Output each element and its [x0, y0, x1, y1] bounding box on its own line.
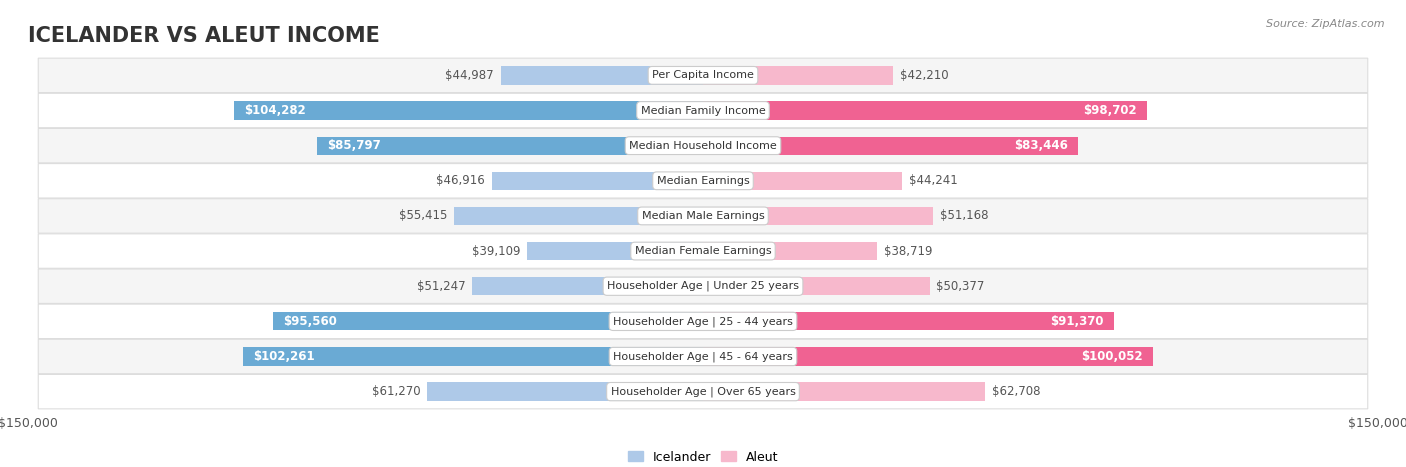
FancyBboxPatch shape — [38, 304, 1368, 339]
FancyBboxPatch shape — [38, 339, 1368, 374]
FancyBboxPatch shape — [38, 269, 1368, 304]
Text: $50,377: $50,377 — [936, 280, 984, 293]
Text: Source: ZipAtlas.com: Source: ZipAtlas.com — [1267, 19, 1385, 28]
FancyBboxPatch shape — [38, 199, 1368, 233]
Bar — [703, 172, 903, 190]
Bar — [703, 136, 1078, 155]
Text: $51,168: $51,168 — [941, 209, 988, 222]
Bar — [703, 101, 1147, 120]
Text: Per Capita Income: Per Capita Income — [652, 71, 754, 80]
Bar — [273, 312, 703, 331]
Text: $46,916: $46,916 — [436, 174, 485, 187]
Text: $98,702: $98,702 — [1084, 104, 1137, 117]
Bar — [492, 172, 703, 190]
Text: Householder Age | 45 - 64 years: Householder Age | 45 - 64 years — [613, 351, 793, 362]
Bar — [703, 242, 877, 260]
Legend: Icelander, Aleut: Icelander, Aleut — [623, 446, 783, 467]
FancyBboxPatch shape — [38, 163, 1368, 198]
Text: Median Family Income: Median Family Income — [641, 106, 765, 115]
Text: $51,247: $51,247 — [418, 280, 465, 293]
Bar — [233, 101, 703, 120]
Text: $62,708: $62,708 — [991, 385, 1040, 398]
Text: Householder Age | 25 - 44 years: Householder Age | 25 - 44 years — [613, 316, 793, 326]
FancyBboxPatch shape — [38, 58, 1368, 92]
Text: ICELANDER VS ALEUT INCOME: ICELANDER VS ALEUT INCOME — [28, 26, 380, 46]
Text: $102,261: $102,261 — [253, 350, 315, 363]
Bar — [527, 242, 703, 260]
Text: Householder Age | Over 65 years: Householder Age | Over 65 years — [610, 386, 796, 397]
Bar — [427, 382, 703, 401]
FancyBboxPatch shape — [38, 93, 1368, 128]
Text: Median Earnings: Median Earnings — [657, 176, 749, 186]
Text: $104,282: $104,282 — [243, 104, 305, 117]
Bar — [703, 347, 1153, 366]
Text: $61,270: $61,270 — [373, 385, 420, 398]
Bar — [316, 136, 703, 155]
Bar — [703, 382, 986, 401]
Text: $42,210: $42,210 — [900, 69, 948, 82]
Text: $91,370: $91,370 — [1050, 315, 1104, 328]
Bar — [472, 277, 703, 295]
Text: $44,987: $44,987 — [446, 69, 494, 82]
Text: $55,415: $55,415 — [398, 209, 447, 222]
Text: Householder Age | Under 25 years: Householder Age | Under 25 years — [607, 281, 799, 291]
Bar — [501, 66, 703, 85]
Text: $83,446: $83,446 — [1015, 139, 1069, 152]
Bar — [703, 207, 934, 225]
Text: $39,109: $39,109 — [472, 245, 520, 258]
Text: Median Male Earnings: Median Male Earnings — [641, 211, 765, 221]
Bar — [703, 277, 929, 295]
FancyBboxPatch shape — [38, 234, 1368, 268]
Text: $85,797: $85,797 — [328, 139, 381, 152]
FancyBboxPatch shape — [38, 128, 1368, 163]
Text: Median Household Income: Median Household Income — [628, 141, 778, 151]
Text: Median Female Earnings: Median Female Earnings — [634, 246, 772, 256]
Text: $100,052: $100,052 — [1081, 350, 1143, 363]
Bar — [703, 312, 1114, 331]
Bar — [703, 66, 893, 85]
Bar — [243, 347, 703, 366]
Text: $38,719: $38,719 — [884, 245, 932, 258]
Bar — [454, 207, 703, 225]
Text: $44,241: $44,241 — [908, 174, 957, 187]
FancyBboxPatch shape — [38, 375, 1368, 409]
Text: $95,560: $95,560 — [283, 315, 337, 328]
